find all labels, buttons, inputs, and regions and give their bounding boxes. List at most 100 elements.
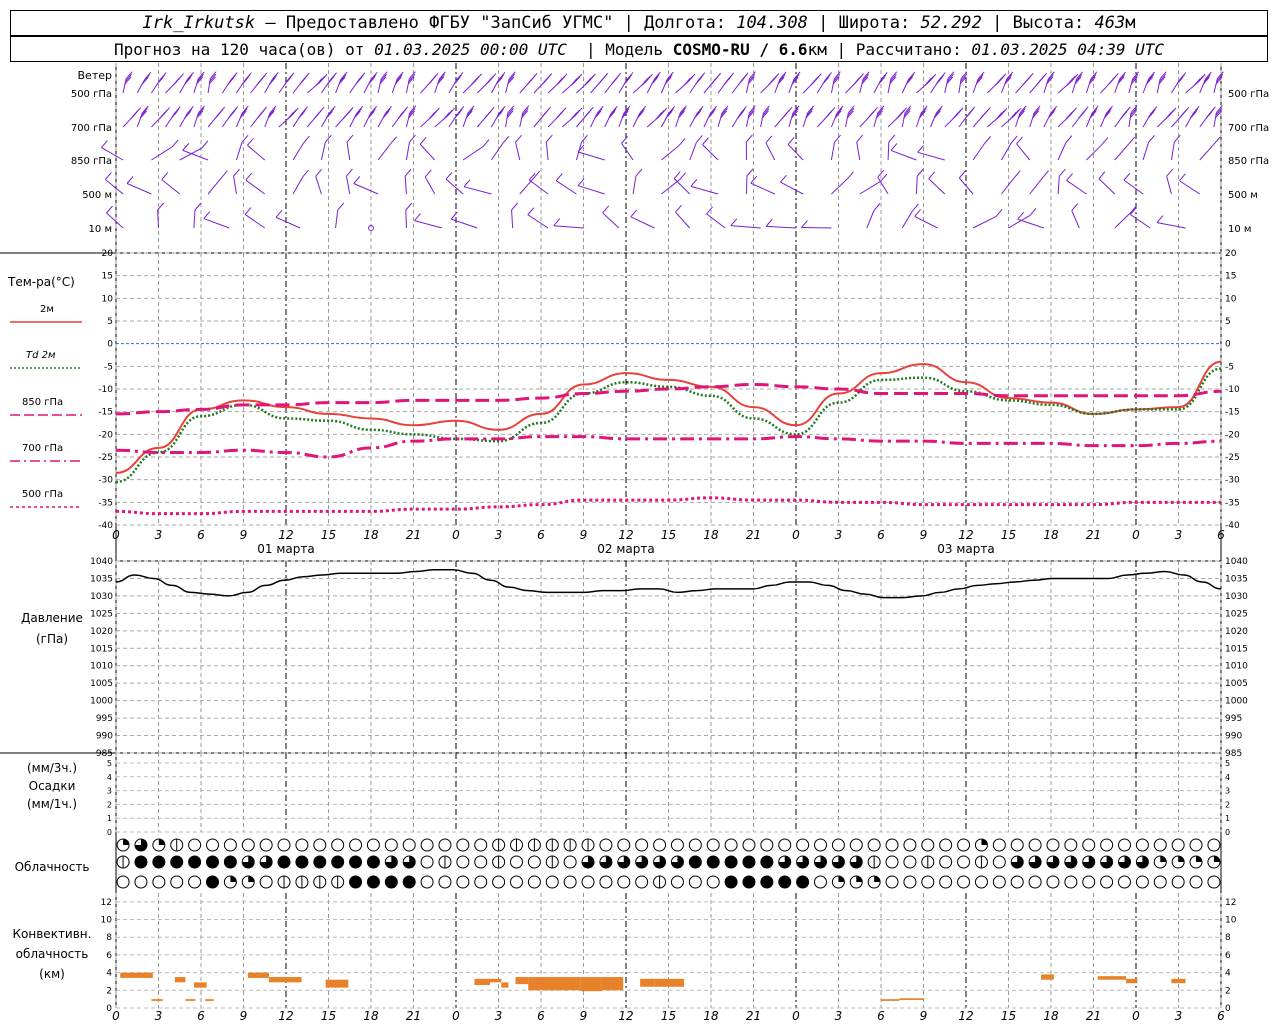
wind-barb-feather [522, 105, 530, 114]
wind-barb-feather [777, 76, 785, 85]
wind-barb-feather [185, 108, 193, 117]
wind-barb-feather [653, 71, 661, 80]
temp-ytick-left: -15 [98, 408, 113, 418]
wind-barb-feather [678, 110, 685, 119]
wind-barb-feather [721, 105, 729, 114]
wind-barb-feather [907, 74, 914, 82]
wind-barb-feather [696, 105, 704, 114]
wind-barb-feather [596, 105, 604, 114]
wind-barb-feather [623, 77, 631, 85]
wind-barb-feather [995, 112, 1003, 120]
precip-ytick-left: 1 [107, 814, 112, 823]
wind-barb-feather [959, 76, 967, 85]
conv-hour-tick: 21 [406, 1009, 421, 1023]
wind-barb [673, 178, 691, 195]
wind-barb [915, 175, 918, 195]
wind-barb-feather [184, 110, 192, 119]
wind-barb-feather [497, 74, 505, 83]
wind-barb-feather [947, 71, 955, 80]
wind-barb-feather [792, 105, 800, 114]
temp-hour-tick: 18 [1043, 528, 1059, 542]
wind-barb-feather [964, 111, 972, 119]
cloud-circle [295, 838, 309, 852]
wind-barb [901, 210, 913, 229]
wind-barb-feather [668, 105, 676, 114]
press-ytick-right: 1005 [1225, 679, 1248, 689]
wind-barb [1156, 222, 1186, 229]
wind-barb-feather [353, 176, 361, 184]
wind-barb-feather [1215, 107, 1223, 116]
wind-barb-feather [584, 77, 592, 86]
precip-ytick-left: 3 [107, 787, 112, 796]
cloud-symbol [456, 838, 470, 852]
precip-title: Осадки [29, 779, 76, 793]
computed-label: | Рассчитано: [836, 39, 962, 59]
cloud-circle [653, 838, 667, 852]
cloud-symbol [635, 855, 649, 869]
cloud-circle [1118, 875, 1132, 889]
press-ytick-right: 995 [1225, 714, 1242, 724]
temp-hour-tick: 21 [1086, 528, 1101, 542]
press-ytick-left: 1035 [90, 574, 113, 584]
cloud-circle [331, 855, 345, 869]
cloud-symbol [420, 838, 434, 852]
cloud-symbol [438, 838, 452, 852]
wind-barb-feather [1013, 170, 1021, 179]
wind-barb-feather [1101, 137, 1109, 145]
cloud-title: Облачность [15, 860, 90, 874]
wind-barb-feather [1016, 136, 1023, 145]
temp-hour-tick: 15 [1001, 528, 1016, 542]
wind-barb-feather [1019, 105, 1027, 114]
wind-barb-feather [1173, 134, 1181, 143]
conv-hour-tick: 6 [877, 1009, 885, 1023]
wind-barb [126, 183, 152, 195]
wind-barb-feather [824, 111, 832, 120]
wind-barb-feather [747, 110, 755, 119]
wind-barb-feather [852, 77, 860, 86]
conv-cloud-bar [601, 977, 624, 991]
wind-barb-feather [555, 111, 563, 120]
cloud-symbol [331, 838, 345, 852]
wind-barb-feather [241, 105, 249, 114]
temp-hour-tick: 15 [321, 528, 336, 542]
wind-barb-feather [408, 71, 416, 80]
cloud-symbol [366, 855, 380, 869]
wind-barb-feather [1047, 74, 1054, 82]
wind-barb-feather [141, 108, 148, 116]
wind-barb [787, 144, 804, 161]
cloud-circle [438, 875, 452, 889]
cloud-symbol [1010, 838, 1024, 852]
cloud-symbol [1046, 875, 1060, 889]
wind-barb-feather [541, 77, 548, 86]
wind-barb-feather [608, 110, 616, 119]
wind-barb [101, 147, 124, 161]
wind-barb-feather [781, 111, 789, 120]
cloud-symbol [438, 875, 452, 889]
wind-barb-feather [1005, 74, 1013, 82]
cloud-symbol [992, 855, 1006, 869]
wind-barb-feather [862, 73, 869, 82]
conv-hour-tick: 3 [1175, 1009, 1183, 1023]
cloud-symbol [545, 855, 559, 869]
wind-barb-feather [1146, 76, 1154, 85]
cloud-circle [349, 855, 363, 869]
temp-ytick-right: 0 [1225, 340, 1231, 350]
wind-barb [527, 214, 549, 229]
wind-barb-feather [438, 71, 446, 80]
wind-barb-feather [409, 105, 417, 114]
wind-barb-feather [267, 110, 275, 119]
cloud-symbol [223, 855, 237, 869]
wind-barb-feather [1179, 173, 1186, 182]
conv-hour-tick: 0 [452, 1009, 460, 1023]
wind-barb-feather [1033, 105, 1041, 114]
wind-barb [675, 211, 691, 229]
cloud-symbol [1118, 855, 1132, 869]
wind-barb-feather [791, 110, 798, 119]
cloud-symbol [1171, 875, 1185, 889]
wind-barb [405, 209, 407, 229]
wind-barb-feather [1191, 108, 1199, 117]
temp-series-1 [115, 367, 1222, 484]
wind-barb-feather [1089, 74, 1097, 82]
wind-barb-feather [1148, 134, 1155, 143]
wind-barb-feather [1076, 71, 1084, 80]
